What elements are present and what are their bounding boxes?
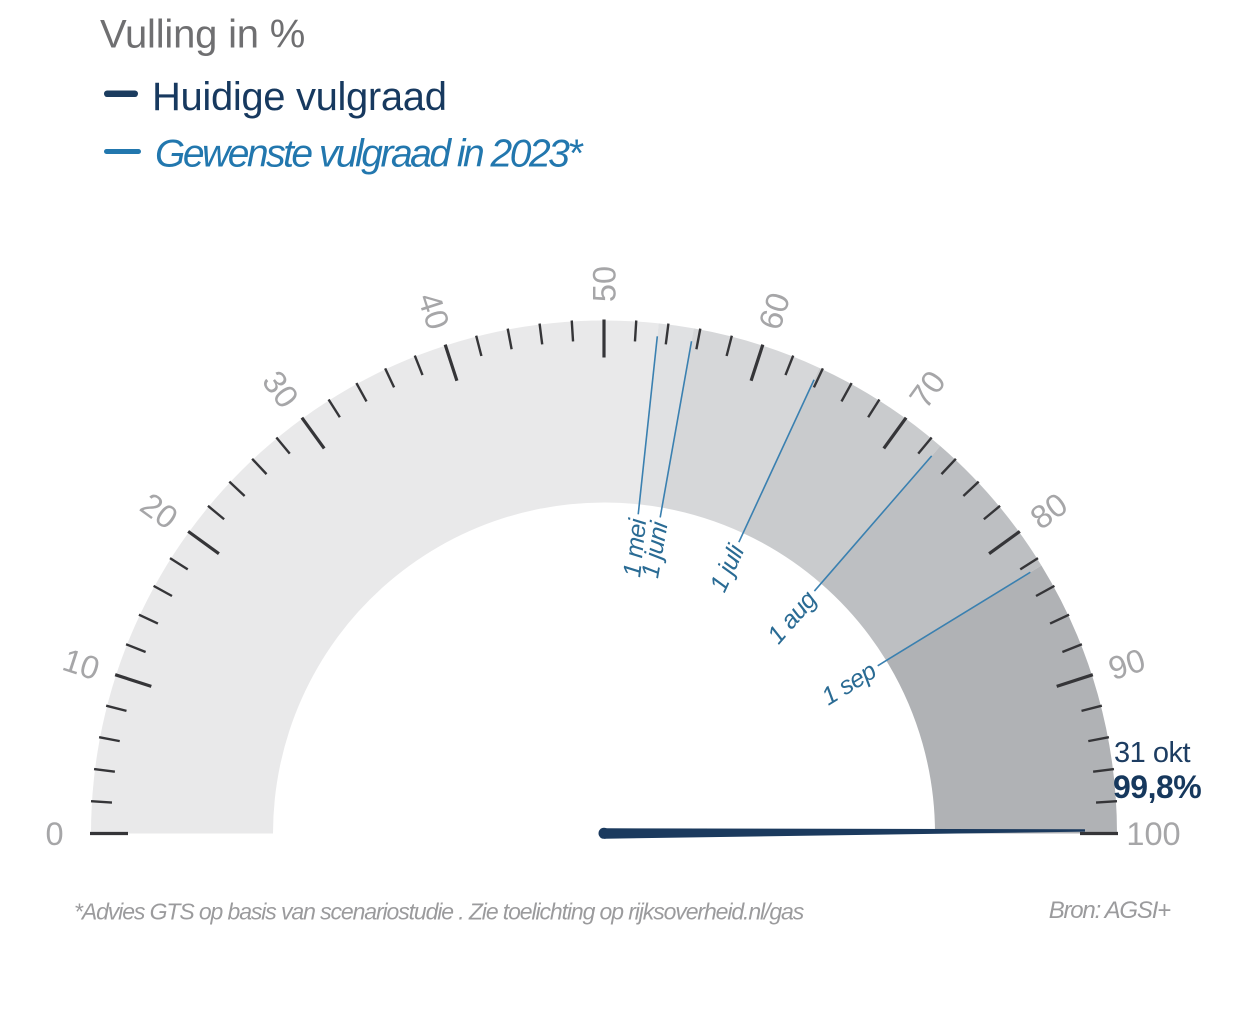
svg-text:31 okt: 31 okt	[1114, 737, 1190, 769]
svg-text:30: 30	[255, 364, 305, 414]
svg-text:*Advies GTS op basis van scena: *Advies GTS op basis van scenariostudie …	[74, 899, 805, 925]
svg-text:1 juli: 1 juli	[704, 539, 750, 596]
svg-text:80: 80	[1024, 486, 1074, 536]
svg-text:20: 20	[134, 486, 184, 536]
svg-text:1 mei: 1 mei	[618, 516, 652, 579]
svg-text:50: 50	[587, 266, 623, 302]
svg-text:99,8%: 99,8%	[1113, 769, 1201, 805]
svg-text:1 aug: 1 aug	[762, 585, 823, 649]
svg-text:90: 90	[1104, 642, 1150, 687]
svg-text:60: 60	[752, 288, 797, 334]
svg-text:Vulling in %: Vulling in %	[100, 13, 305, 57]
svg-text:40: 40	[411, 288, 456, 334]
svg-text:Gewenste vulgraad in 2023*: Gewenste vulgraad in 2023*	[155, 133, 584, 176]
svg-text:Bron: AGSI+: Bron: AGSI+	[1049, 897, 1171, 924]
svg-text:Huidige vulgraad: Huidige vulgraad	[152, 75, 447, 119]
svg-text:70: 70	[902, 364, 952, 414]
svg-text:1 sep: 1 sep	[817, 657, 882, 712]
svg-text:0: 0	[45, 816, 63, 852]
svg-text:100: 100	[1126, 816, 1180, 852]
svg-text:10: 10	[58, 642, 104, 687]
